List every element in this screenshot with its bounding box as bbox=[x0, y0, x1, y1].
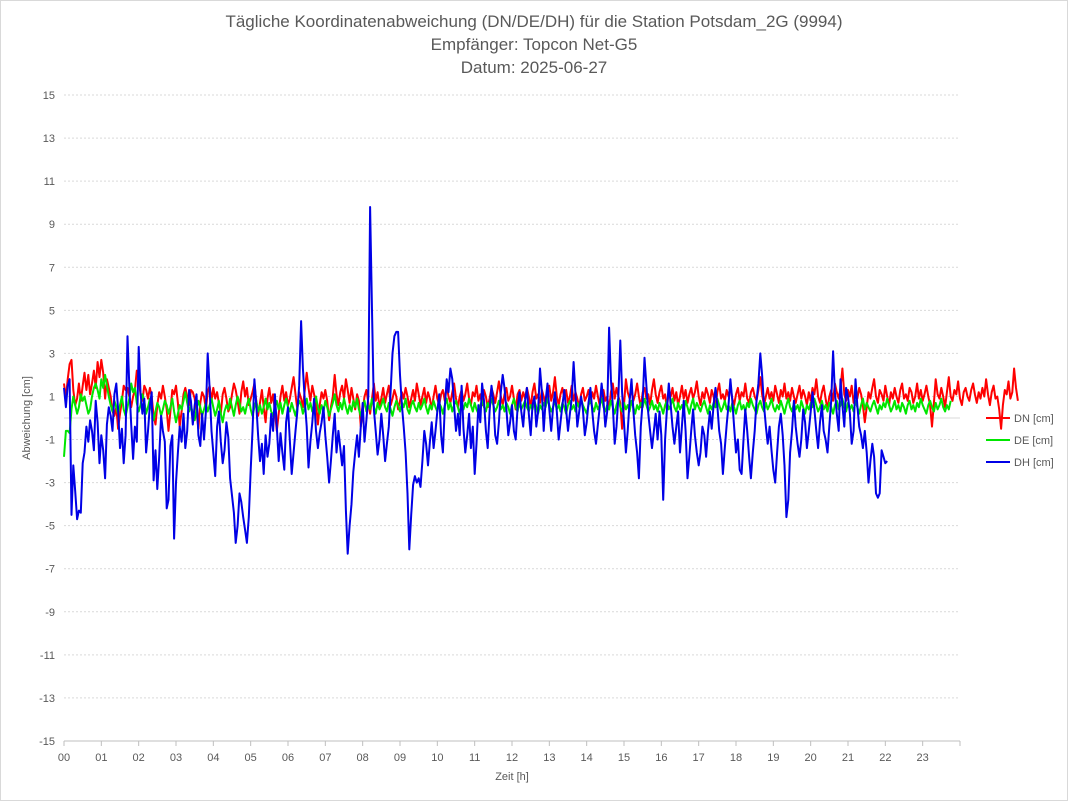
x-tick-label: 06 bbox=[282, 752, 294, 764]
chart-title: Tägliche Koordinatenabweichung (DN/DE/DH… bbox=[225, 12, 843, 31]
y-tick-label: -7 bbox=[45, 564, 55, 576]
x-tick-label: 00 bbox=[58, 752, 70, 764]
x-tick-label: 12 bbox=[506, 752, 518, 764]
x-tick-label: 23 bbox=[917, 752, 929, 764]
chart-subtitle: Empfänger: Topcon Net-G5 bbox=[430, 35, 638, 54]
y-axis-title: Abweichung [cm] bbox=[21, 376, 33, 460]
x-tick-label: 10 bbox=[431, 752, 443, 764]
x-tick-label: 05 bbox=[245, 752, 257, 764]
series-lines bbox=[63, 206, 1019, 555]
series-line bbox=[63, 358, 1019, 432]
legend: DN [cm] DE [cm] DH [cm] bbox=[986, 413, 1054, 469]
y-tick-label: -5 bbox=[45, 521, 55, 533]
x-tick-label: 13 bbox=[543, 752, 555, 764]
x-tick-label: 15 bbox=[618, 752, 630, 764]
x-tick-label: 02 bbox=[133, 752, 145, 764]
x-tick-label: 07 bbox=[319, 752, 331, 764]
x-tick-label: 04 bbox=[207, 752, 219, 764]
x-tick-label: 21 bbox=[842, 752, 854, 764]
series-line bbox=[63, 206, 888, 555]
x-axis-title: Zeit [h] bbox=[495, 771, 529, 783]
y-tick-label: 13 bbox=[43, 133, 55, 145]
y-tick-label: -11 bbox=[40, 650, 55, 662]
y-axis-ticks: 15 13 11 9 7 5 3 1 -1 -3 -5 -7 -9 -11 -13 -15 bbox=[39, 90, 55, 748]
y-tick-label: -15 bbox=[39, 736, 55, 748]
legend-label: DE [cm] bbox=[1014, 435, 1053, 447]
y-tick-label: -3 bbox=[45, 478, 55, 490]
y-tick-label: 5 bbox=[49, 305, 55, 317]
x-tick-label: 09 bbox=[394, 752, 406, 764]
legend-label: DH [cm] bbox=[1014, 457, 1054, 469]
x-tick-label: 17 bbox=[693, 752, 705, 764]
x-tick-label: 22 bbox=[879, 752, 891, 764]
y-tick-label: -1 bbox=[45, 435, 55, 447]
y-tick-label: 7 bbox=[49, 262, 55, 274]
x-tick-label: 20 bbox=[805, 752, 817, 764]
y-tick-label: 1 bbox=[49, 391, 55, 403]
chart-date: Datum: 2025-06-27 bbox=[460, 58, 608, 77]
series-line bbox=[63, 373, 952, 457]
x-tick-label: 08 bbox=[357, 752, 369, 764]
x-tick-label: 01 bbox=[95, 752, 107, 764]
y-tick-label: -13 bbox=[39, 693, 55, 705]
x-tick-label: 14 bbox=[581, 752, 593, 764]
y-tick-label: -9 bbox=[45, 607, 55, 619]
x-tick-label: 18 bbox=[730, 752, 742, 764]
x-tick-label: 16 bbox=[655, 752, 667, 764]
y-tick-label: 11 bbox=[44, 176, 55, 188]
x-tick-label: 03 bbox=[170, 752, 182, 764]
x-axis-ticks: 00 01 02 03 04 05 06 07 08 09 10 11 12 13 14 15 16 17 18 19… bbox=[58, 741, 961, 764]
x-tick-label: 11 bbox=[469, 752, 480, 764]
x-tick-label: 19 bbox=[767, 752, 779, 764]
y-tick-label: 15 bbox=[43, 90, 55, 102]
legend-label: DN [cm] bbox=[1014, 413, 1054, 425]
y-tick-label: 9 bbox=[49, 219, 55, 231]
y-tick-label: 3 bbox=[49, 348, 55, 360]
